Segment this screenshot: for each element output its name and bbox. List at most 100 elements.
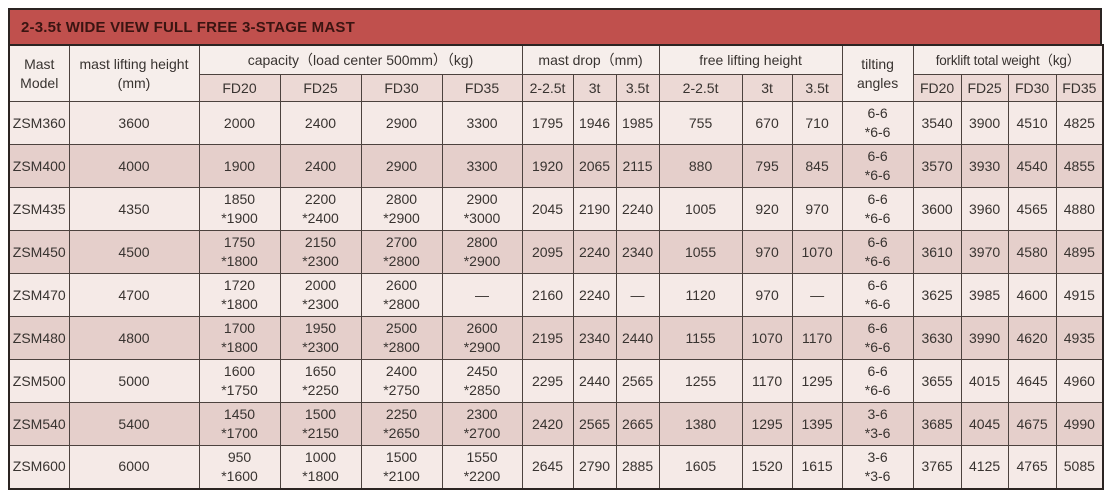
table-row: ZSM600 6000 950 *1600 1000 *1800 1500 *2… bbox=[8, 445, 1104, 489]
cell-free-lift: 920 bbox=[741, 187, 793, 231]
cell-free-lift: 970 bbox=[741, 273, 793, 317]
cell-free-lift: 1255 bbox=[658, 359, 743, 403]
cell-weight: 4935 bbox=[1055, 316, 1104, 360]
cell-weight: 4855 bbox=[1055, 144, 1104, 188]
table-row: ZSM450 4500 1750 *1800 2150 *2300 2700 *… bbox=[8, 230, 1104, 274]
header-freelift-2-2.5t: 2-2.5t bbox=[658, 74, 743, 102]
cell-capacity: 2450 *2850 bbox=[441, 359, 523, 403]
cell-mast-drop: 2340 bbox=[615, 230, 660, 274]
cell-capacity: 2500 *2800 bbox=[360, 316, 443, 360]
cell-capacity: — bbox=[441, 273, 523, 317]
cell-weight: 3685 bbox=[912, 402, 962, 446]
header-free-lift-group: free lifting height bbox=[658, 44, 843, 75]
table-row: ZSM480 4800 1700 *1800 1950 *2300 2500 *… bbox=[8, 316, 1104, 360]
cell-lifting-height: 5400 bbox=[68, 402, 200, 446]
cell-capacity: 2400 bbox=[279, 101, 362, 145]
table-title: 2-3.5t WIDE VIEW FULL FREE 3-STAGE MAST bbox=[8, 8, 1102, 44]
cell-capacity: 2300 *2700 bbox=[441, 402, 523, 446]
cell-tilting: 6-6 *6-6 bbox=[841, 316, 914, 360]
cell-weight: 3960 bbox=[960, 187, 1009, 231]
cell-weight: 3765 bbox=[912, 445, 962, 489]
cell-tilting: 6-6 *6-6 bbox=[841, 359, 914, 403]
cell-capacity: 1500 *2100 bbox=[360, 445, 443, 489]
cell-weight: 3990 bbox=[960, 316, 1009, 360]
cell-capacity: 2700 *2800 bbox=[360, 230, 443, 274]
header-capacity-fd20: FD20 bbox=[198, 74, 281, 102]
cell-free-lift: 795 bbox=[741, 144, 793, 188]
cell-capacity: 3300 bbox=[441, 101, 523, 145]
header-drop-2-2.5t: 2-2.5t bbox=[521, 74, 574, 102]
cell-mast-drop: 1985 bbox=[615, 101, 660, 145]
cell-free-lift: 1055 bbox=[658, 230, 743, 274]
cell-capacity: 1000 *1800 bbox=[279, 445, 362, 489]
cell-tilting: 3-6 *3-6 bbox=[841, 402, 914, 446]
cell-mast-drop: 2440 bbox=[615, 316, 660, 360]
cell-model: ZSM400 bbox=[8, 144, 70, 188]
cell-weight: 3930 bbox=[960, 144, 1009, 188]
cell-lifting-height: 5000 bbox=[68, 359, 200, 403]
cell-mast-drop: 1920 bbox=[521, 144, 574, 188]
header-capacity-group: capacity（load center 500mm）（kg) bbox=[198, 44, 523, 75]
header-drop-3.5t: 3.5t bbox=[615, 74, 660, 102]
cell-weight: 4960 bbox=[1055, 359, 1104, 403]
table-row: ZSM435 4350 1850 *1900 2200 *2400 2800 *… bbox=[8, 187, 1104, 231]
cell-mast-drop: 2665 bbox=[615, 402, 660, 446]
cell-capacity: 2900 bbox=[360, 144, 443, 188]
cell-capacity: 950 *1600 bbox=[198, 445, 281, 489]
header-lifting-height: mast lifting height (mm) bbox=[68, 44, 200, 102]
cell-weight: 3570 bbox=[912, 144, 962, 188]
cell-free-lift: 1380 bbox=[658, 402, 743, 446]
cell-free-lift: 670 bbox=[741, 101, 793, 145]
cell-free-lift: — bbox=[791, 273, 843, 317]
cell-model: ZSM600 bbox=[8, 445, 70, 489]
cell-capacity: 1450 *1700 bbox=[198, 402, 281, 446]
cell-free-lift: 1170 bbox=[791, 316, 843, 360]
cell-capacity: 1650 *2250 bbox=[279, 359, 362, 403]
cell-capacity: 2000 bbox=[198, 101, 281, 145]
cell-capacity: 1500 *2150 bbox=[279, 402, 362, 446]
cell-weight: 4540 bbox=[1007, 144, 1057, 188]
cell-capacity: 2800 *2900 bbox=[360, 187, 443, 231]
cell-capacity: 1600 *1750 bbox=[198, 359, 281, 403]
cell-mast-drop: 2095 bbox=[521, 230, 574, 274]
table-row: ZSM400 4000 1900 2400 2900 3300 1920 206… bbox=[8, 144, 1104, 188]
cell-tilting: 6-6 *6-6 bbox=[841, 230, 914, 274]
cell-capacity: 2200 *2400 bbox=[279, 187, 362, 231]
header-group-row: Mast Model mast lifting height (mm) capa… bbox=[8, 44, 1104, 102]
cell-capacity: 2400 bbox=[279, 144, 362, 188]
cell-weight: 3540 bbox=[912, 101, 962, 145]
cell-free-lift: 710 bbox=[791, 101, 843, 145]
header-weight-group: forklift total weight（kg） bbox=[912, 44, 1104, 75]
cell-free-lift: 880 bbox=[658, 144, 743, 188]
cell-model: ZSM480 bbox=[8, 316, 70, 360]
cell-free-lift: 1615 bbox=[791, 445, 843, 489]
cell-weight: 4125 bbox=[960, 445, 1009, 489]
cell-tilting: 6-6 *6-6 bbox=[841, 273, 914, 317]
cell-weight: 4015 bbox=[960, 359, 1009, 403]
cell-weight: 4620 bbox=[1007, 316, 1057, 360]
cell-mast-drop: 2295 bbox=[521, 359, 574, 403]
cell-capacity: 1950 *2300 bbox=[279, 316, 362, 360]
cell-free-lift: 970 bbox=[791, 187, 843, 231]
cell-free-lift: 1005 bbox=[658, 187, 743, 231]
cell-model: ZSM470 bbox=[8, 273, 70, 317]
cell-mast-drop: 1946 bbox=[572, 101, 617, 145]
cell-capacity: 2400 *2750 bbox=[360, 359, 443, 403]
cell-model: ZSM500 bbox=[8, 359, 70, 403]
cell-free-lift: 1395 bbox=[791, 402, 843, 446]
cell-capacity: 2800 *2900 bbox=[441, 230, 523, 274]
cell-mast-drop: 2790 bbox=[572, 445, 617, 489]
cell-lifting-height: 6000 bbox=[68, 445, 200, 489]
header-freelift-3t: 3t bbox=[741, 74, 793, 102]
cell-weight: 4880 bbox=[1055, 187, 1104, 231]
cell-capacity: 1750 *1800 bbox=[198, 230, 281, 274]
cell-mast-drop: 2565 bbox=[572, 402, 617, 446]
header-weight-fd35: FD35 bbox=[1055, 74, 1104, 102]
cell-weight: 3655 bbox=[912, 359, 962, 403]
cell-mast-drop: 2885 bbox=[615, 445, 660, 489]
cell-capacity: 2900 *3000 bbox=[441, 187, 523, 231]
cell-free-lift: 1155 bbox=[658, 316, 743, 360]
cell-weight: 4510 bbox=[1007, 101, 1057, 145]
cell-free-lift: 970 bbox=[741, 230, 793, 274]
cell-weight: 3900 bbox=[960, 101, 1009, 145]
